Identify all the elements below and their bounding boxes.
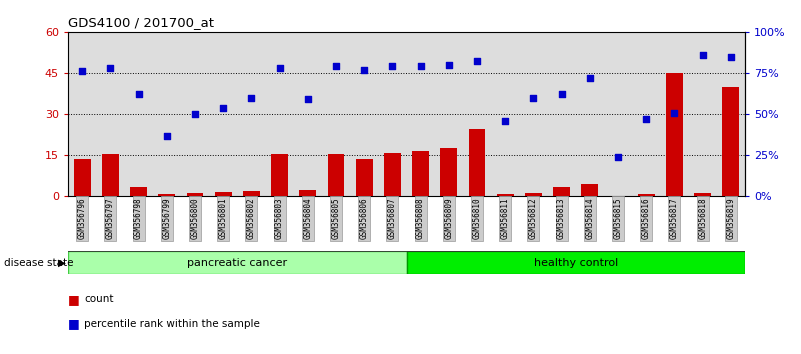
Point [471, 59, 484, 64]
Text: pancreatic cancer: pancreatic cancer [187, 258, 288, 268]
Point [245, 95, 258, 101]
Point [442, 62, 455, 68]
Text: GSM356813: GSM356813 [557, 198, 566, 239]
Text: count: count [84, 294, 114, 304]
Point [583, 75, 596, 81]
Text: GSM356797: GSM356797 [106, 198, 115, 239]
Text: GSM356803: GSM356803 [275, 198, 284, 239]
Point [217, 105, 230, 110]
Point [76, 69, 89, 74]
Text: healthy control: healthy control [533, 258, 618, 268]
Text: GSM356814: GSM356814 [586, 198, 594, 239]
Point [696, 52, 709, 58]
Text: GSM356808: GSM356808 [416, 198, 425, 239]
Point [273, 65, 286, 71]
Text: ▶: ▶ [58, 258, 66, 268]
Bar [666, 73, 683, 196]
Text: GSM356810: GSM356810 [473, 198, 481, 239]
Point [724, 54, 737, 59]
Bar [271, 154, 288, 196]
Text: GSM356805: GSM356805 [332, 198, 340, 239]
Bar [356, 159, 372, 196]
Bar [525, 193, 541, 196]
Bar [159, 194, 175, 196]
Point [188, 111, 201, 117]
Bar [441, 148, 457, 196]
Bar [469, 129, 485, 196]
Point [358, 67, 371, 73]
Point [640, 116, 653, 122]
Point [555, 92, 568, 97]
Bar [130, 187, 147, 196]
Point [132, 92, 145, 97]
Bar [638, 194, 654, 196]
Bar [243, 191, 260, 196]
Bar [74, 159, 91, 196]
Bar [384, 153, 400, 196]
Text: disease state: disease state [4, 258, 74, 268]
Bar [723, 87, 739, 196]
Text: GSM356799: GSM356799 [163, 198, 171, 239]
Point [301, 97, 314, 102]
Text: GSM356817: GSM356817 [670, 198, 679, 239]
Text: ■: ■ [68, 318, 80, 330]
Point [499, 118, 512, 124]
Text: GSM356809: GSM356809 [445, 198, 453, 239]
Bar [328, 154, 344, 196]
Text: GSM356811: GSM356811 [501, 198, 509, 239]
Bar [582, 184, 598, 196]
Point [414, 64, 427, 69]
Text: GSM356807: GSM356807 [388, 198, 397, 239]
Bar [694, 193, 711, 196]
Bar [215, 192, 231, 196]
Text: GSM356816: GSM356816 [642, 198, 650, 239]
Point [104, 65, 117, 71]
Bar [300, 190, 316, 196]
Text: GSM356802: GSM356802 [247, 198, 256, 239]
Bar [553, 187, 570, 196]
Point [160, 133, 173, 138]
Text: GSM356818: GSM356818 [698, 198, 707, 239]
Bar [497, 194, 513, 196]
Text: GDS4100 / 201700_at: GDS4100 / 201700_at [68, 16, 214, 29]
Point [668, 110, 681, 115]
Point [527, 95, 540, 101]
Text: GSM356815: GSM356815 [614, 198, 622, 239]
Text: GSM356806: GSM356806 [360, 198, 368, 239]
Bar [187, 193, 203, 196]
Bar [68, 251, 406, 274]
Bar [413, 151, 429, 196]
Text: percentile rank within the sample: percentile rank within the sample [84, 319, 260, 329]
Text: GSM356800: GSM356800 [191, 198, 199, 239]
Point [329, 64, 342, 69]
Point [386, 64, 399, 69]
Text: GSM356812: GSM356812 [529, 198, 538, 239]
Text: GSM356801: GSM356801 [219, 198, 227, 239]
Bar [406, 251, 745, 274]
Text: GSM356819: GSM356819 [727, 198, 735, 239]
Text: GSM356798: GSM356798 [134, 198, 143, 239]
Text: GSM356804: GSM356804 [304, 198, 312, 239]
Point [612, 154, 625, 160]
Text: GSM356796: GSM356796 [78, 198, 87, 239]
Text: ■: ■ [68, 293, 80, 306]
Bar [102, 154, 119, 196]
